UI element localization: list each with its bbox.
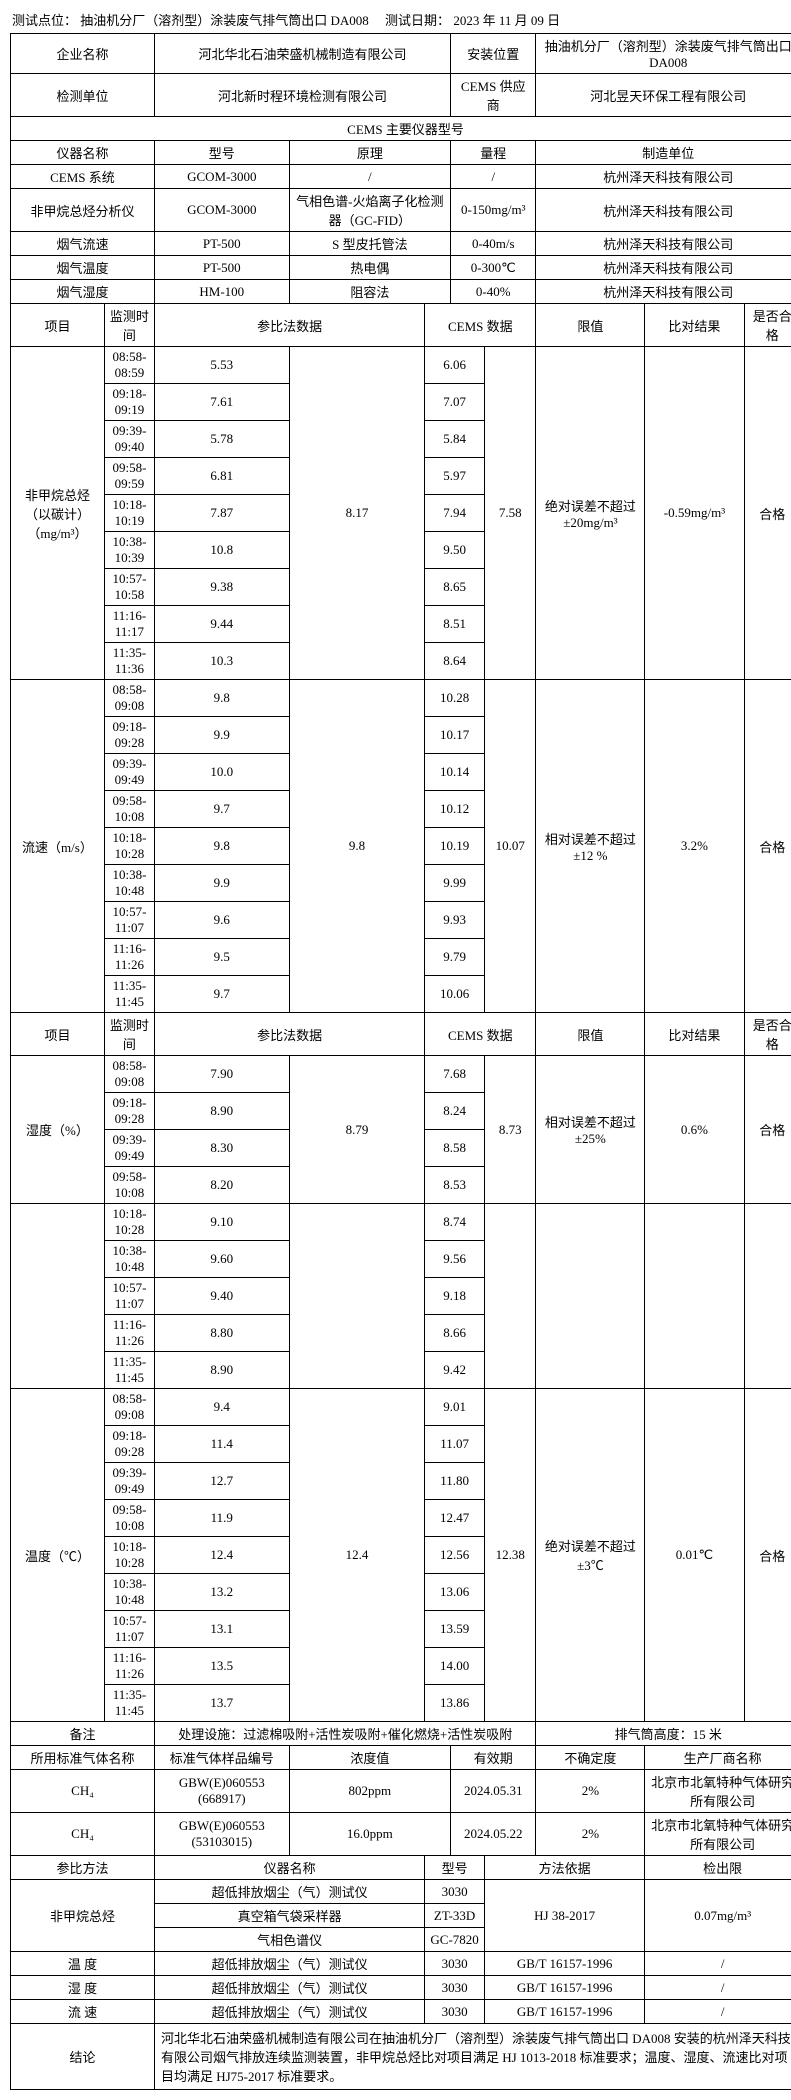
inst-row: 烟气流速PT-500S 型皮托管法0-40m/s杭州泽天科技有限公司 — [11, 232, 791, 256]
instruments-title: CEMS 主要仪器型号 — [11, 117, 791, 141]
info-row-2: 检测单位 河北新时程环境检测有限公司 CEMS 供应商 河北昱天环保工程有限公司 — [11, 74, 791, 117]
conclusion-label: 结论 — [11, 2024, 155, 2090]
detect-unit-label: 检测单位 — [11, 74, 155, 117]
inst-row: 烟气温度PT-500热电偶0-300℃杭州泽天科技有限公司 — [11, 256, 791, 280]
inst-h-range: 量程 — [451, 141, 536, 165]
test-point-label: 测试点位： — [12, 13, 77, 28]
h-result: 比对结果 — [645, 304, 744, 347]
refmethod-label: 参比方法 — [11, 1856, 155, 1880]
h-cems: CEMS 数据 — [425, 304, 536, 347]
refmethod-detlim-label: 检出限 — [645, 1856, 791, 1880]
gas-header-row: 所用标准气体名称 标准气体样品编号 浓度值 有效期 不确定度 生产厂商名称 — [11, 1746, 791, 1770]
inst-row: 烟气湿度HM-100阻容法0-40%杭州泽天科技有限公司 — [11, 280, 791, 304]
inst-h-name: 仪器名称 — [11, 141, 155, 165]
position: 抽油机分厂（溶剂型）涂装废气排气筒出口 DA008 — [536, 34, 791, 74]
nmhc-label: 非甲烷总烃（以碳计）（mg/m³） — [11, 347, 105, 680]
refmethod-header-row: 参比方法 仪器名称 型号 方法依据 检出限 — [11, 1856, 791, 1880]
refmethod-model-label: 型号 — [425, 1856, 485, 1880]
test-date-label: 测试日期： — [385, 13, 450, 28]
gas-maker-label: 生产厂商名称 — [645, 1746, 791, 1770]
refmethod-basis-label: 方法依据 — [484, 1856, 644, 1880]
refmethod-nmhc-row: 非甲烷总烃 超低排放烟尘（气）测试仪 3030 HJ 38-2017 0.07m… — [11, 1880, 791, 1904]
remarks-row: 备注 处理设施：过滤棉吸附+活性炭吸附+催化燃烧+活性炭吸附 排气筒高度：15 … — [11, 1722, 791, 1746]
refmethod-inst-label: 仪器名称 — [154, 1856, 424, 1880]
company: 河北华北石油荣盛机械制造有限公司 — [154, 34, 450, 74]
main-table: 企业名称 河北华北石油荣盛机械制造有限公司 安装位置 抽油机分厂（溶剂型）涂装废… — [10, 33, 791, 2090]
instruments-title-row: CEMS 主要仪器型号 — [11, 117, 791, 141]
gas-valid-label: 有效期 — [451, 1746, 536, 1770]
header-line: 测试点位： 抽油机分厂（溶剂型）涂装废气排气筒出口 DA008 测试日期： 20… — [10, 10, 791, 29]
hum-row: 湿度（%） 08:58-09:08 7.90 8.79 7.68 8.73 相对… — [11, 1056, 791, 1093]
h-item: 项目 — [11, 304, 105, 347]
hum-row: 10:18-10:28 9.10 8.74 — [11, 1204, 791, 1241]
test-point: 抽油机分厂（溶剂型）涂装废气排气筒出口 DA008 — [80, 13, 369, 28]
position-label: 安装位置 — [451, 34, 536, 74]
inst-row: CEMS 系统GCOM-3000//杭州泽天科技有限公司 — [11, 165, 791, 189]
detect-unit: 河北新时程环境检测有限公司 — [154, 74, 450, 117]
conclusion-text: 河北华北石油荣盛机械制造有限公司在抽油机分厂（溶剂型）涂装废气排气筒出口 DA0… — [154, 2024, 791, 2090]
remarks-label: 备注 — [11, 1722, 155, 1746]
vel-label: 流速（m/s） — [11, 680, 105, 1013]
conclusion-row: 结论 河北华北石油荣盛机械制造有限公司在抽油机分厂（溶剂型）涂装废气排气筒出口 … — [11, 2024, 791, 2090]
refmethod-other-row: 流 速超低排放烟尘（气）测试仪3030GB/T 16157-1996/ — [11, 2000, 791, 2024]
h-pass: 是否合格 — [744, 304, 791, 347]
gas-name-label: 所用标准气体名称 — [11, 1746, 155, 1770]
inst-h-principle: 原理 — [289, 141, 450, 165]
remarks-height: 排气筒高度：15 米 — [536, 1722, 791, 1746]
inst-row: 非甲烷总烃分析仪GCOM-3000气相色谱-火焰离子化检测器（GC-FID）0-… — [11, 189, 791, 232]
gas-code-label: 标准气体样品编号 — [154, 1746, 289, 1770]
nmhc-row: 非甲烷总烃（以碳计）（mg/m³） 08:58-08:59 5.53 8.17 … — [11, 347, 791, 384]
refmethod-other-row: 湿 度超低排放烟尘（气）测试仪3030GB/T 16157-1996/ — [11, 1976, 791, 2000]
inst-h-manufacturer: 制造单位 — [536, 141, 791, 165]
gas-row: CH₄GBW(E)060553 (53103015)16.0ppm2024.05… — [11, 1813, 791, 1856]
cems-supplier-label: CEMS 供应商 — [451, 74, 536, 117]
temp-row: 温度（℃） 08:58-09:08 9.4 12.4 9.01 12.38 绝对… — [11, 1389, 791, 1426]
test-date: 2023 年 11 月 09 日 — [453, 13, 560, 28]
refmethod-other-row: 温 度超低排放烟尘（气）测试仪3030GB/T 16157-1996/ — [11, 1952, 791, 1976]
instruments-header-row: 仪器名称 型号 原理 量程 制造单位 — [11, 141, 791, 165]
data-header-row: 项目 监测时间 参比法数据 CEMS 数据 限值 比对结果 是否合格 — [11, 304, 791, 347]
info-row-1: 企业名称 河北华北石油荣盛机械制造有限公司 安装位置 抽油机分厂（溶剂型）涂装废… — [11, 34, 791, 74]
company-label: 企业名称 — [11, 34, 155, 74]
hum-label: 湿度（%） — [11, 1056, 105, 1204]
data-header-row-2: 项目 监测时间 参比法数据 CEMS 数据 限值 比对结果 是否合格 — [11, 1013, 791, 1056]
remarks-treatment: 处理设施：过滤棉吸附+活性炭吸附+催化燃烧+活性炭吸附 — [154, 1722, 536, 1746]
inst-h-model: 型号 — [154, 141, 289, 165]
gas-uncertain-label: 不确定度 — [536, 1746, 645, 1770]
refmethod-nmhc-label: 非甲烷总烃 — [11, 1880, 155, 1952]
h-ref: 参比法数据 — [154, 304, 424, 347]
cems-supplier: 河北昱天环保工程有限公司 — [536, 74, 791, 117]
gas-row: CH₄GBW(E)060553 (668917)802ppm2024.05.31… — [11, 1770, 791, 1813]
h-time: 监测时间 — [104, 304, 154, 347]
temp-label: 温度（℃） — [11, 1389, 105, 1722]
vel-row: 流速（m/s） 08:58-09:08 9.8 9.8 10.28 10.07 … — [11, 680, 791, 717]
gas-conc-label: 浓度值 — [289, 1746, 450, 1770]
h-limit: 限值 — [536, 304, 645, 347]
